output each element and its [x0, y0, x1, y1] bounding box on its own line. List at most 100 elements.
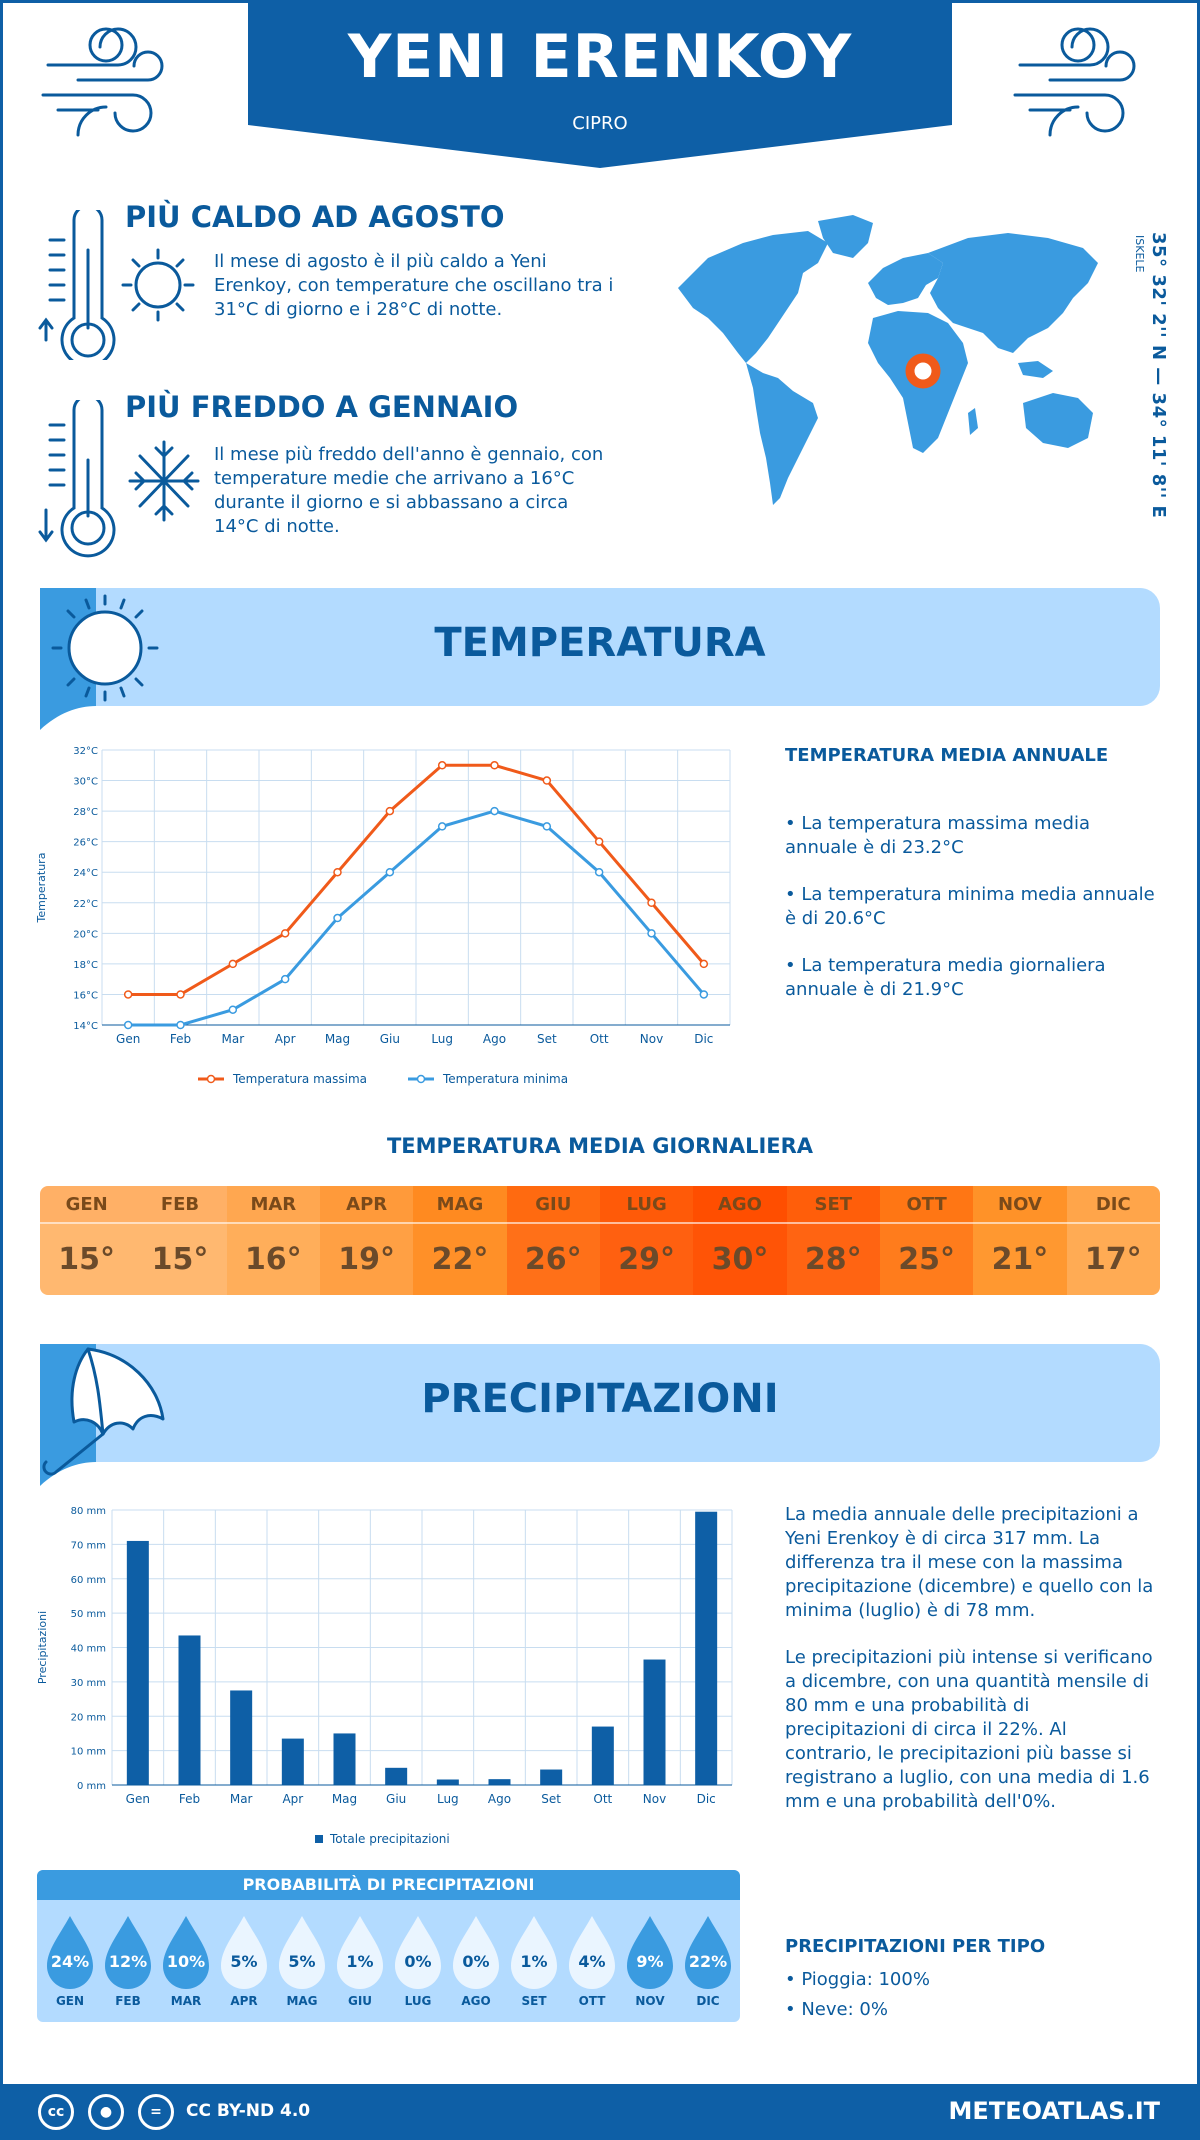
x-tick-label: Ott — [593, 1792, 612, 1806]
nd-icon: = — [138, 2094, 174, 2130]
precip-bar — [540, 1769, 563, 1785]
y-tick-label: 18°C — [73, 960, 98, 971]
series-line-0 — [128, 763, 705, 996]
x-tick-label: Feb — [179, 1792, 200, 1806]
month-temp-value: 22° — [413, 1224, 507, 1295]
wind-icon-left — [41, 27, 164, 137]
coldest-title: PIÙ FREDDO A GENNAIO — [125, 390, 519, 424]
precip-bar — [488, 1779, 511, 1785]
x-tick-label: Giu — [386, 1792, 406, 1806]
x-tick-label: Set — [541, 1792, 561, 1806]
drop-icon — [627, 1916, 673, 1989]
footer-bar — [0, 2084, 1200, 2140]
y-tick-label: 24°C — [73, 868, 98, 879]
month-name: OTT — [879, 1186, 974, 1224]
data-point — [594, 867, 604, 877]
license-label: CC BY-ND 4.0 — [186, 2101, 311, 2121]
data-point — [176, 1020, 185, 1030]
month-temp-value: 17° — [1066, 1224, 1160, 1295]
probability-month: MAR — [170, 1994, 202, 2008]
y-tick-label: 28°C — [73, 807, 98, 818]
precip-paragraph-2: Le precipitazioni più intense si verific… — [785, 1647, 1153, 1812]
daily-temp-month: SET 28° — [786, 1186, 880, 1295]
region-label: ISKELE — [1133, 235, 1146, 273]
x-tick-label: Ago — [488, 1792, 511, 1806]
y-tick-label: 80 mm — [71, 1506, 106, 1517]
precip-type-title: PRECIPITAZIONI PER TIPO — [785, 1936, 1046, 1957]
by-icon: ● — [88, 2094, 124, 2130]
precip-bar — [385, 1767, 408, 1785]
x-tick-label: Feb — [170, 1032, 191, 1046]
probability-drop: 5% MAG — [273, 1914, 331, 2014]
probability-drop: 9% NOV — [621, 1914, 679, 2014]
month-temp-value: 29° — [599, 1224, 694, 1295]
drop-icon — [221, 1916, 267, 1989]
drop-icon — [47, 1916, 93, 1989]
probability-value: 24% — [50, 1952, 90, 1971]
y-tick-label: 60 mm — [71, 1575, 106, 1586]
daily-temp-title: TEMPERATURA MEDIA GIORNALIERA — [386, 1134, 814, 1158]
location-marker — [905, 353, 941, 389]
daily-temp-month: AGO 30° — [693, 1186, 787, 1295]
wind-icon-right — [1013, 27, 1136, 137]
probability-month: GEN — [55, 1994, 85, 2008]
x-tick-label: Lug — [431, 1032, 453, 1046]
probability-month: GIU — [347, 1994, 373, 2008]
precip-bar — [591, 1726, 614, 1785]
annual-avg-bullet: • La temperatura media giornaliera annua… — [785, 955, 1106, 1000]
drop-icon — [395, 1916, 441, 1989]
warmest-text: Il mese di agosto è il più caldo a Yeni … — [214, 251, 614, 320]
precipitation-section-title: PRECIPITAZIONI — [421, 1376, 779, 1422]
probability-value: 10% — [166, 1952, 206, 1971]
probability-drop: 4% OTT — [563, 1914, 621, 2014]
probability-month: LUG — [404, 1994, 432, 2008]
x-tick-label: Nov — [640, 1032, 663, 1046]
precip-bar — [643, 1659, 666, 1785]
data-point — [333, 867, 342, 877]
temperature-section-title: TEMPERATURA — [434, 620, 766, 666]
data-point — [437, 822, 447, 831]
probability-value: 5% — [288, 1952, 316, 1971]
daily-temp-month: MAG 22° — [413, 1186, 507, 1295]
y-tick-label: 20 mm — [71, 1712, 106, 1723]
y-tick-label: 40 mm — [71, 1644, 106, 1655]
probability-month: SET — [521, 1994, 547, 2008]
warmest-title: PIÙ CALDO AD AGOSTO — [125, 200, 505, 234]
x-tick-label: Ago — [483, 1032, 506, 1046]
drop-icon — [569, 1916, 615, 1989]
probability-value: 1% — [346, 1952, 374, 1971]
x-tick-label: Gen — [126, 1792, 150, 1806]
precip-probability-title: PROBABILITÀ DI PRECIPITAZIONI — [37, 1870, 740, 1900]
probability-month: FEB — [115, 1994, 141, 2008]
probability-value: 0% — [404, 1952, 432, 1971]
month-temp-value: 15° — [133, 1224, 227, 1295]
temperature-chart: 14°C 16°C 18°C 20°C 22°C 24°C 26°C 28°C 30°C 32°C… — [35, 746, 731, 1086]
daily-temp-month: MAR 16° — [226, 1186, 320, 1295]
daily-temp-month: APR 19° — [319, 1186, 414, 1295]
coordinates: 35° 32' 2'' N — 34° 11' 8'' E — [1148, 232, 1169, 519]
probability-value: 9% — [636, 1952, 664, 1971]
drop-icon — [511, 1916, 557, 1989]
cc-icon: cc — [38, 2094, 74, 2130]
precip-probability-box: PROBABILITÀ DI PRECIPITAZIONI 24% GEN 12% F… — [37, 1870, 740, 2022]
x-tick-label: Ott — [590, 1032, 609, 1046]
site-link[interactable]: METEOATLAS.IT — [948, 2097, 1160, 2125]
y-tick-label: 30 mm — [71, 1678, 106, 1689]
x-tick-label: Dic — [694, 1032, 713, 1046]
legend-swatch — [315, 1835, 323, 1843]
umbrella-icon — [40, 1344, 165, 1486]
data-point — [176, 990, 185, 999]
y-tick-label: 26°C — [73, 838, 98, 849]
annual-temp-title: TEMPERATURA MEDIA ANNUALE — [785, 745, 1109, 766]
legend-label: Temperatura minima — [442, 1072, 568, 1086]
daily-temp-table: GEN 15° FEB 15° MAR 16° APR 19° MAG 22° GIU 26° LUG 2… — [40, 1186, 1160, 1295]
probability-month: AGO — [461, 1994, 491, 2008]
x-tick-label: Nov — [643, 1792, 666, 1806]
month-temp-value: 16° — [226, 1224, 320, 1295]
probability-month: DIC — [696, 1994, 720, 2008]
x-tick-label: Giu — [380, 1032, 400, 1046]
y-tick-label: 70 mm — [71, 1540, 106, 1551]
month-name: FEB — [133, 1186, 227, 1224]
y-tick-label: 10 mm — [71, 1747, 106, 1758]
header-banner — [248, 0, 952, 168]
